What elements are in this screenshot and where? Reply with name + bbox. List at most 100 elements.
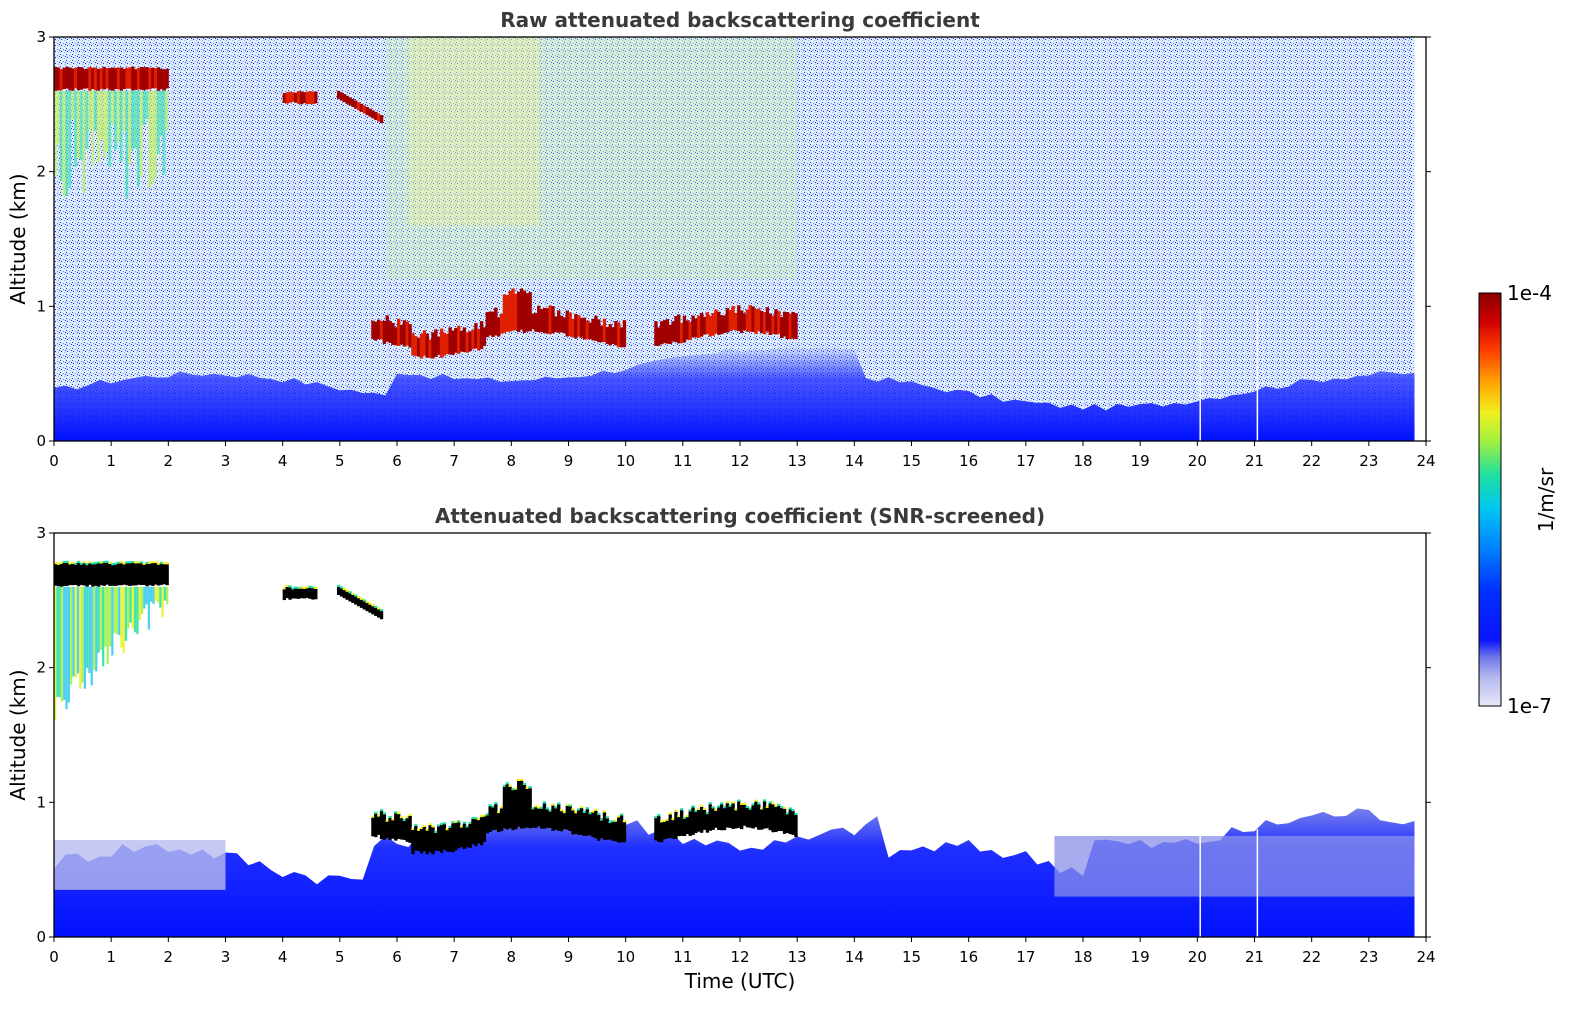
cloud-edge [594, 808, 598, 811]
cloud-edge [68, 562, 72, 565]
cloud-cell [591, 812, 595, 838]
cloud-cell [394, 813, 398, 841]
cloud-cell [745, 309, 750, 332]
cloud-cell [519, 780, 524, 829]
cloud-edge [311, 586, 315, 589]
cloud-cell [782, 311, 787, 337]
cloud-edge [742, 802, 747, 805]
cloud-edge [136, 561, 141, 564]
cloud-edge [448, 825, 452, 828]
cloud-cell [145, 67, 149, 90]
cloud-edge [291, 587, 295, 590]
cloud-cell [451, 330, 455, 355]
cloud-edge [345, 589, 349, 592]
cloud-cell [497, 813, 501, 833]
cloud-edge [71, 561, 75, 564]
cloud-cell [482, 816, 487, 842]
cloud-cell [428, 339, 432, 358]
cloud-cell [162, 564, 166, 585]
cloud-edge [762, 799, 767, 802]
cloud-cell [699, 806, 704, 833]
cloud-cell [288, 91, 292, 103]
cloud-cell [714, 810, 718, 828]
cloud-edge [305, 586, 309, 589]
cloud-edge [388, 816, 392, 819]
cloud-cell [674, 811, 678, 839]
panel2-x-label: Time (UTC) [684, 969, 796, 993]
cloud-cell [742, 804, 747, 826]
x-tick-label: 12 [730, 452, 749, 470]
cloud-cell [414, 826, 418, 851]
cloud-cell [508, 786, 512, 829]
cloud-cell [285, 92, 289, 104]
cloud-cell [617, 322, 621, 348]
cloud-cell [439, 328, 444, 358]
cloud-cell [694, 812, 698, 833]
virga-column [74, 90, 77, 168]
cloud-edge [508, 784, 512, 787]
cloud-edge [368, 602, 372, 605]
cloud-cell [785, 312, 790, 340]
cloud-edge [99, 561, 104, 564]
cloud-cell [94, 564, 98, 586]
x-tick-label: 6 [392, 452, 402, 470]
virga-column [131, 90, 135, 150]
cloud-edge [62, 561, 66, 564]
x-tick-label: 19 [1131, 452, 1150, 470]
cloud-cell [408, 324, 412, 348]
x-tick-label: 15 [902, 948, 921, 966]
virga-column [54, 90, 57, 176]
cloud-cell [399, 324, 404, 345]
cloud-edge [748, 807, 752, 810]
cloud-cell [391, 820, 395, 839]
cloud-edge [362, 599, 367, 602]
cloud-cell [748, 305, 752, 332]
cloud-cell [780, 808, 784, 832]
cloud-edge [154, 561, 158, 564]
virga-column [88, 586, 91, 674]
cloud-cell [659, 321, 664, 345]
panel-raw: Raw attenuated backscattering coefficien… [6, 8, 1436, 470]
cloud-cell [371, 817, 375, 837]
cloud-cell [385, 315, 389, 342]
cloud-edge [771, 802, 775, 805]
x-tick-label: 6 [392, 948, 402, 966]
cloud-cell [725, 803, 730, 828]
cloud-cell [71, 563, 75, 586]
cloud-cell [465, 332, 469, 353]
cloud-cell [114, 564, 118, 586]
cloud-cell [351, 594, 355, 604]
cloud-edge [439, 823, 444, 826]
cloud-cell [745, 807, 750, 828]
cloud-cell [362, 601, 367, 610]
cloud-cell [339, 92, 344, 101]
cloud-cell [428, 825, 432, 852]
virga-column [72, 586, 75, 677]
x-tick-label: 9 [564, 948, 574, 966]
cloud-cell [454, 327, 458, 353]
cloud-cell [468, 331, 472, 352]
cloud-cell [731, 305, 735, 330]
cloud-edge [79, 562, 84, 565]
panel1-y-axis: 0 1 2 3 [36, 28, 1431, 450]
colorbar: 1e-4 1e-7 1/m/sr [1478, 281, 1558, 718]
cloud-cell [425, 333, 429, 358]
y-tick-label: 1 [36, 793, 46, 811]
cloud-edge [774, 804, 778, 807]
cloud-cell [122, 564, 126, 585]
cloud-cell [311, 588, 315, 600]
cloud-cell [499, 808, 504, 832]
cloud-cell [462, 327, 467, 353]
cloud-cell [539, 309, 544, 333]
cloud-cell [505, 295, 509, 332]
cloud-edge [351, 592, 355, 595]
cloud-cell [485, 312, 489, 338]
cloud-cell [502, 786, 507, 829]
virga-column [91, 90, 95, 166]
cloud-cell [517, 780, 521, 827]
cloud-edge [711, 806, 715, 809]
x-tick-label: 10 [616, 452, 635, 470]
cloud-edge [697, 807, 701, 810]
cloud-cell [768, 313, 772, 335]
cloud-cell [308, 91, 312, 105]
